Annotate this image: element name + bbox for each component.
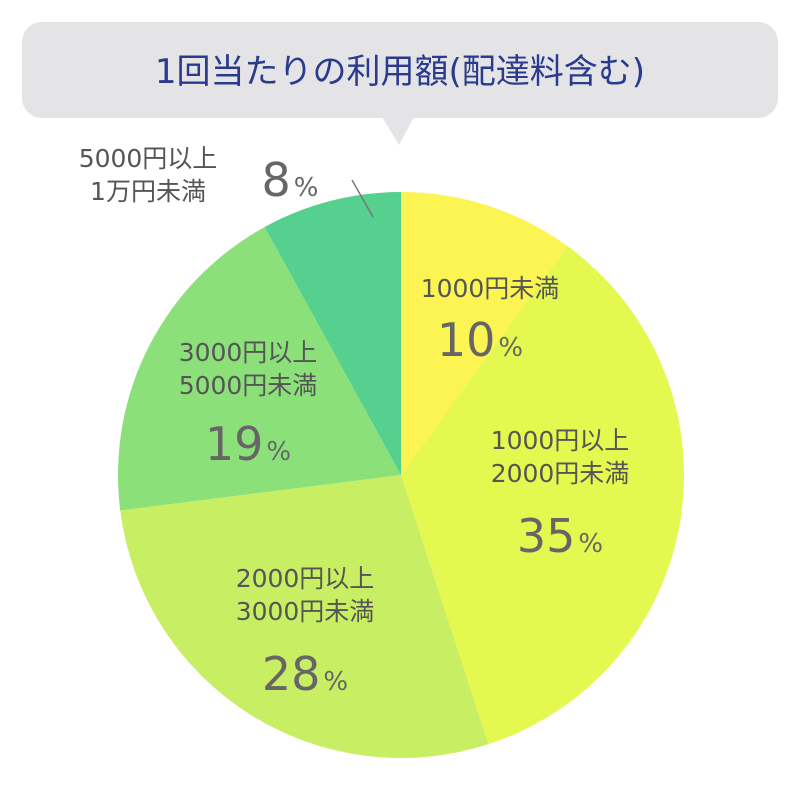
slice-label: 5000円未満: [179, 371, 318, 400]
pie-slice: [117, 227, 401, 511]
pie-slices: [117, 192, 685, 758]
pie-slice: [120, 475, 489, 758]
pie-slice: [264, 192, 401, 475]
slice-label: 1万円未満: [90, 177, 206, 206]
slice-label: 3000円以上: [179, 338, 318, 367]
title-box: [22, 22, 778, 118]
slice-label: 5000円以上: [79, 144, 218, 173]
pie-slice: [401, 246, 685, 745]
slice-label: 1000円以上: [491, 426, 630, 455]
slice-percentage: 8%: [262, 153, 319, 207]
title-bubble: 1回当たりの利用額(配達料含む): [22, 22, 778, 145]
slice-label: 3000円未満: [236, 597, 375, 626]
slice-percentage: 19%: [205, 417, 291, 471]
slice-percentage: 35%: [517, 509, 603, 563]
leader-line: [351, 179, 374, 218]
slice-labels: 1000円未満 10 % 1000円以上 2000円未満 35 % 2000円以上 3000円未…: [79, 144, 630, 701]
slice-percentage: 10%: [437, 313, 523, 367]
title-bubble-pointer: [382, 117, 414, 145]
slice-label: 2000円以上: [236, 564, 375, 593]
slice-percentage: 28%: [262, 647, 348, 701]
slice-label: 2000円未満: [491, 459, 630, 488]
slice-label: 1000円未満: [421, 274, 560, 303]
chart-title: 1回当たりの利用額(配達料含む): [155, 52, 645, 92]
pie-slice: [401, 192, 568, 475]
